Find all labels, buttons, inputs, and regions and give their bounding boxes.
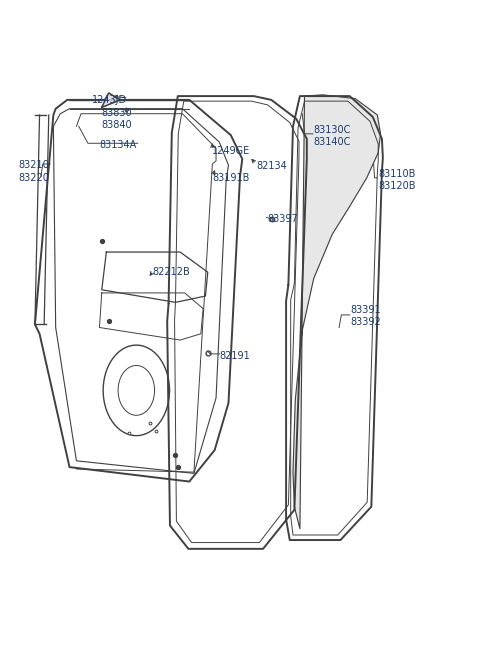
Polygon shape xyxy=(102,93,120,107)
Text: 83391
83392: 83391 83392 xyxy=(350,305,381,328)
Text: 83397: 83397 xyxy=(268,214,299,225)
Text: 83210
83220: 83210 83220 xyxy=(18,160,49,183)
Text: 82191: 82191 xyxy=(219,351,250,361)
Text: 83130C
83140C: 83130C 83140C xyxy=(314,124,351,147)
Text: 83191B: 83191B xyxy=(212,174,250,183)
Text: 83830
83840: 83830 83840 xyxy=(101,107,132,130)
Text: 1249GE: 1249GE xyxy=(212,147,251,157)
Text: 83110B
83120B: 83110B 83120B xyxy=(378,168,416,191)
Text: 1243JD: 1243JD xyxy=(92,95,127,105)
Text: 82134: 82134 xyxy=(256,161,287,171)
Text: 82212B: 82212B xyxy=(153,267,190,277)
Polygon shape xyxy=(293,95,381,529)
Text: 83134A: 83134A xyxy=(99,140,136,150)
